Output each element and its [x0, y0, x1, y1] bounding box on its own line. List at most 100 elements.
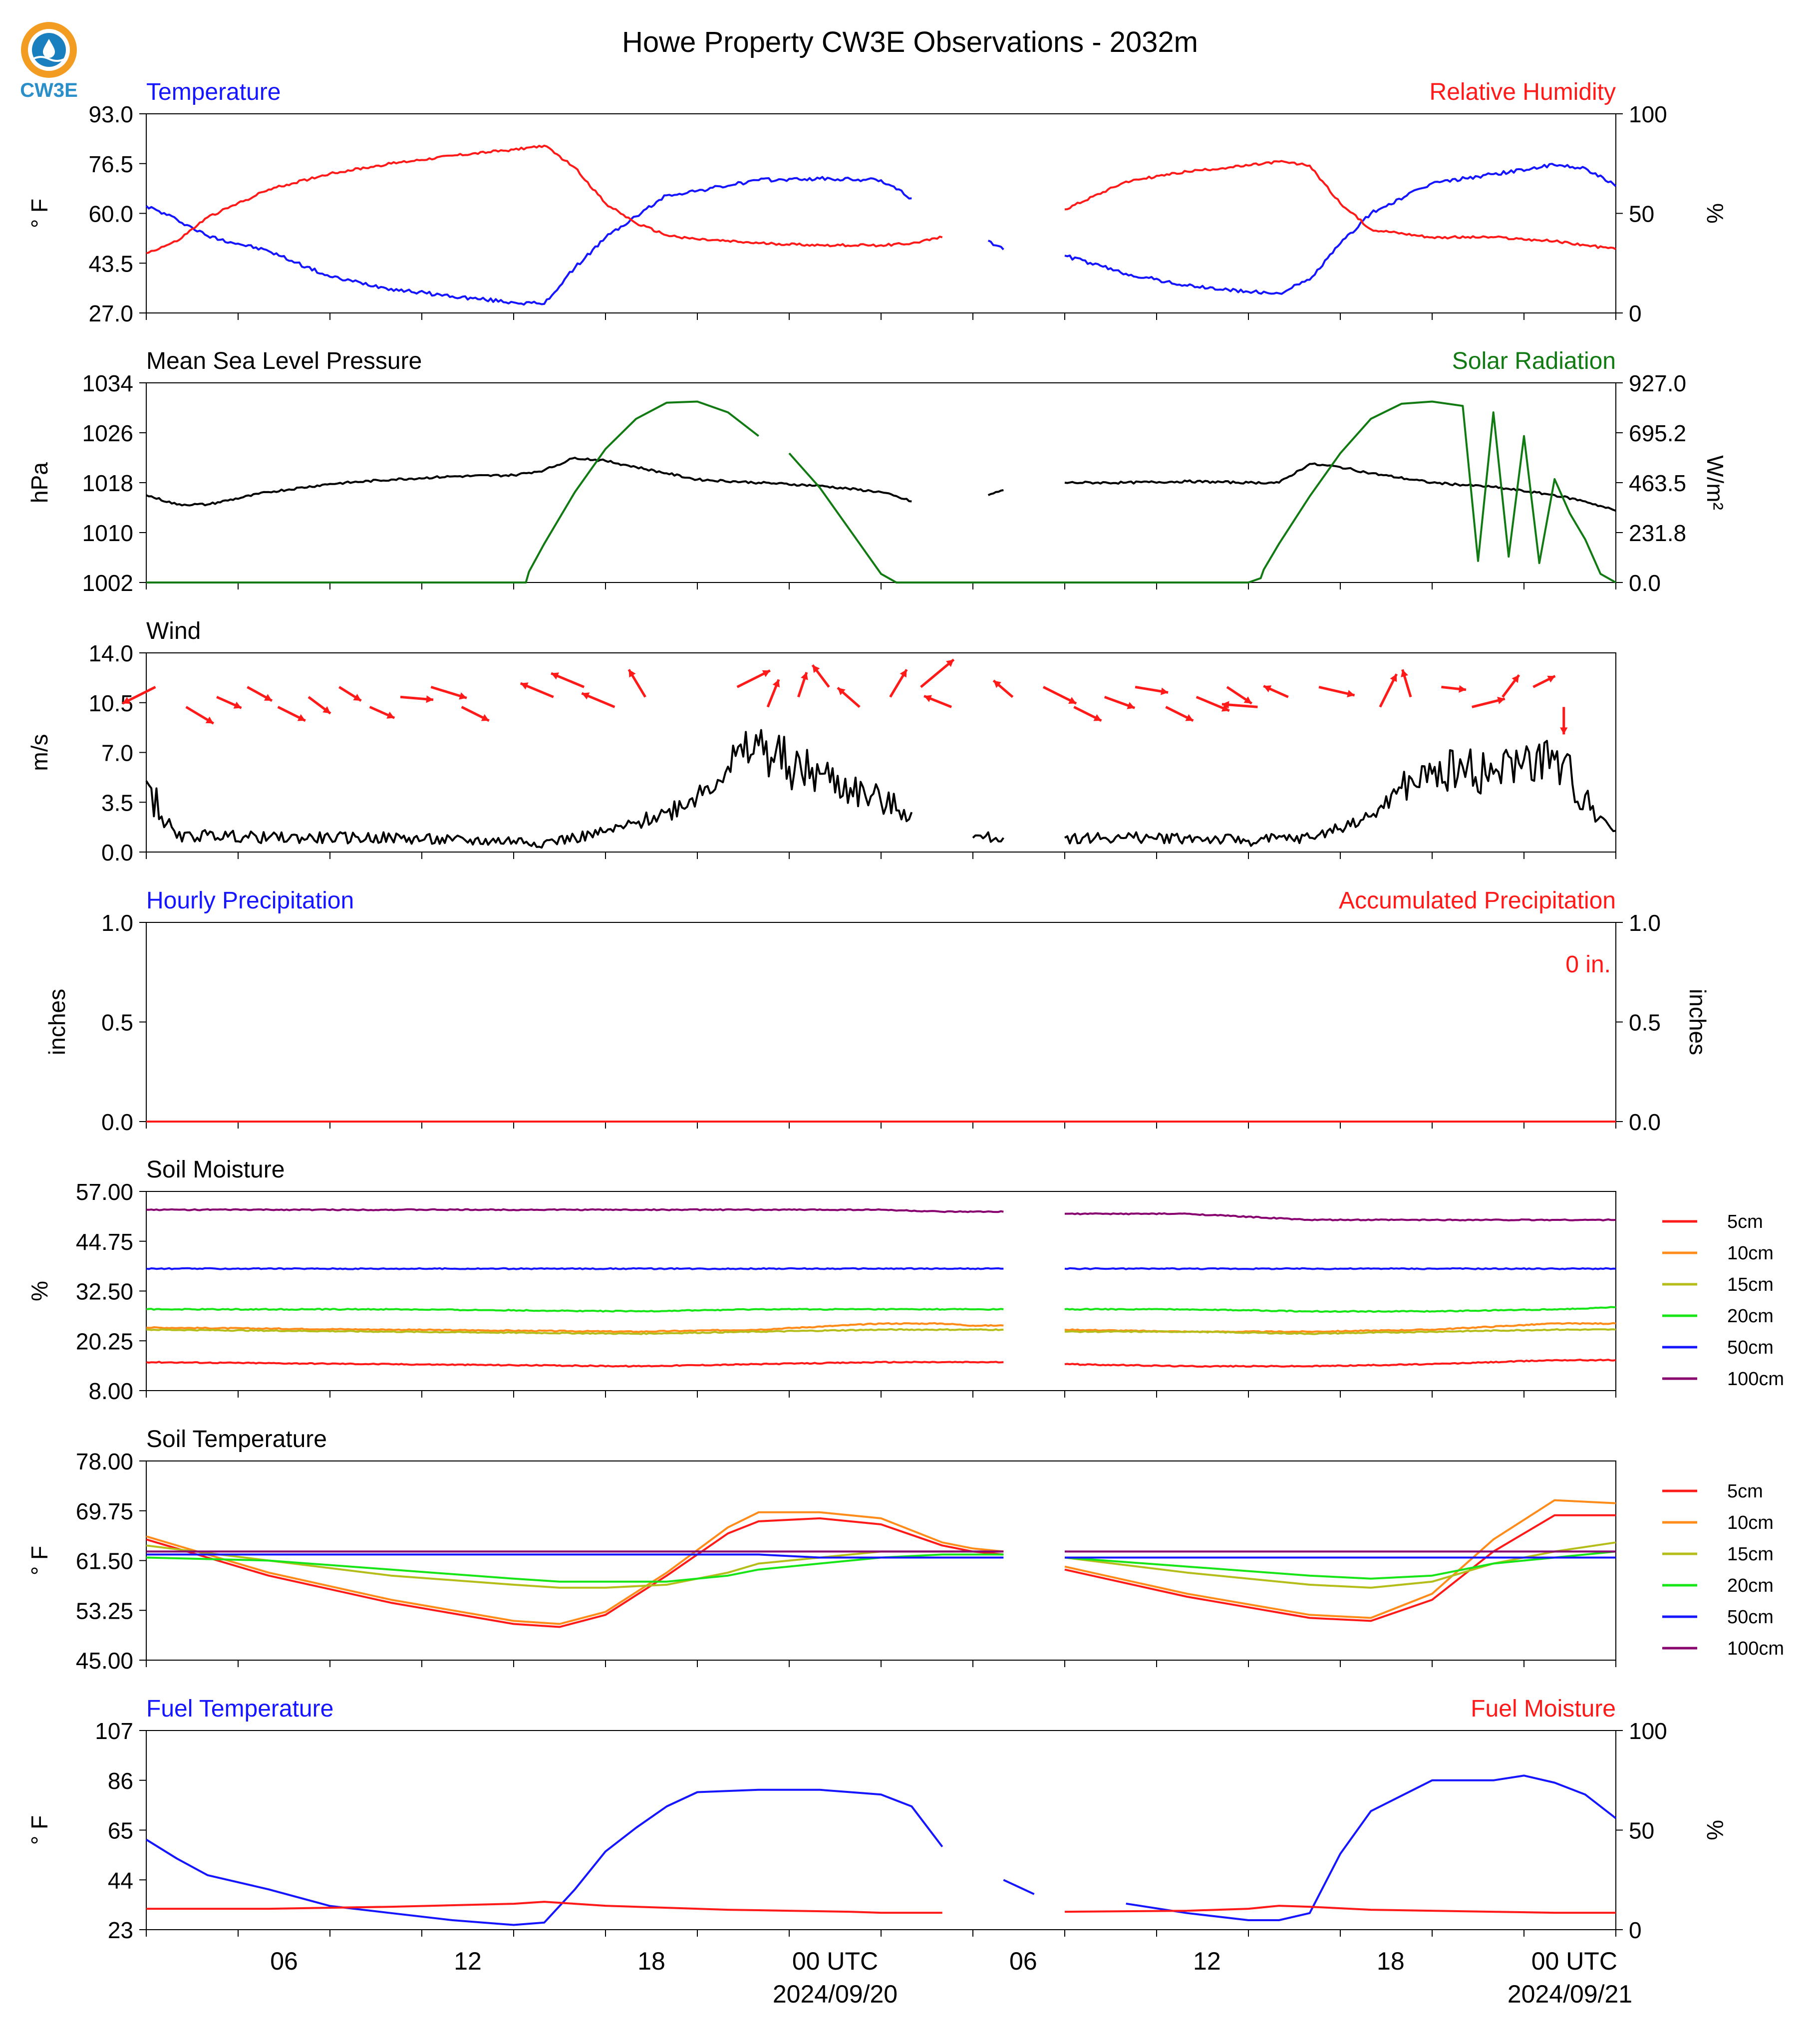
y-tick-label: 32.50	[76, 1279, 133, 1305]
x-tick-label: 12	[454, 1947, 482, 1975]
panel-soil-temp: Soil Temperature 45.00 53.25 61.50 69.75 78.0…	[26, 1426, 1784, 1674]
y-tick-label: 60.0	[88, 201, 133, 227]
y-tick-label-right: 0.0	[1629, 570, 1661, 596]
series-line-temperature	[145, 163, 1617, 306]
y-tick-label-right: 695.2	[1629, 420, 1686, 446]
y-tick-label: 23	[108, 1917, 133, 1943]
y-tick-label: 57.00	[76, 1179, 133, 1205]
y-tick-label-right: 0.5	[1629, 1010, 1661, 1036]
y-axis-label: inches	[44, 989, 70, 1055]
wind-arrow-head	[812, 665, 820, 673]
y-tick-label: 61.50	[76, 1548, 133, 1574]
y-tick-label-right: 231.8	[1629, 520, 1686, 546]
y-tick-label: 53.25	[76, 1598, 133, 1624]
y-tick-label: 76.5	[88, 151, 133, 177]
wind-arrow-head	[1390, 674, 1397, 682]
panel-title-left: Mean Sea Level Pressure	[146, 348, 422, 374]
series-line-20cm	[146, 1306, 1616, 1313]
y-tick-label: 1026	[82, 420, 133, 446]
y-tick-label: 27.0	[88, 300, 133, 326]
panel-pressure-solar: Mean Sea Level Pressure Solar Radiation 10…	[26, 348, 1728, 596]
y-axis-label: ° F	[26, 1546, 52, 1575]
wind-arrow-head	[924, 695, 932, 702]
y-tick-label: 0.0	[101, 1109, 133, 1135]
y-tick-label-right: 50	[1629, 201, 1654, 227]
wind-arrow-head	[520, 682, 529, 690]
legend-label: 15cm	[1727, 1544, 1774, 1565]
legend-label: 10cm	[1727, 1243, 1774, 1264]
y-axis-label-right: %	[1702, 203, 1728, 224]
wind-arrow-head	[1221, 704, 1229, 712]
panel-fuel: Fuel Temperature Fuel Moisture 23 44 65 86 107…	[26, 1696, 1728, 1943]
y-tick-label-right: 927.0	[1629, 370, 1686, 396]
y-tick-label: 14.0	[88, 640, 133, 666]
panel-title-right: Relative Humidity	[1430, 79, 1616, 105]
wind-arrow-head	[993, 680, 1001, 688]
x-date-label: 2024/09/20	[773, 1980, 898, 2008]
wind-arrow-head	[762, 670, 770, 677]
legend-label: 50cm	[1727, 1607, 1774, 1628]
y-tick-label-right: 463.5	[1629, 470, 1686, 496]
y-tick-label-right: 0.0	[1629, 1109, 1661, 1135]
y-tick-label: 86	[108, 1768, 133, 1794]
y-axis-label-right: %	[1702, 1820, 1728, 1840]
wind-arrow-head	[1347, 690, 1355, 698]
panel-title-left: Hourly Precipitation	[146, 887, 354, 914]
wind-arrow-head	[1243, 696, 1252, 704]
y-tick-label: 44.75	[76, 1229, 133, 1255]
y-axis-label: m/s	[26, 734, 52, 771]
panel-precip: Hourly Precipitation Accumulated Precipit…	[44, 887, 1711, 1135]
x-tick-label: 00 UTC	[1531, 1947, 1617, 1975]
panel-title-right: Accumulated Precipitation	[1339, 887, 1616, 914]
wind-arrow-head	[838, 687, 846, 695]
y-tick-label-right: 50	[1629, 1818, 1654, 1844]
panel-title-right: Fuel Moisture	[1471, 1696, 1616, 1722]
legend-label: 20cm	[1727, 1575, 1774, 1596]
y-axis-label: %	[26, 1281, 52, 1301]
wind-arrow-head	[1459, 685, 1466, 693]
series-line-50cm	[146, 1267, 1616, 1270]
y-tick-label: 93.0	[88, 101, 133, 127]
y-tick-label: 65	[108, 1818, 133, 1844]
wind-arrow-head	[1221, 701, 1229, 709]
y-tick-label: 8.00	[88, 1378, 133, 1404]
wind-arrow-head	[426, 695, 434, 703]
wind-arrow-head	[1185, 714, 1194, 721]
series-line-5cm	[146, 1359, 1616, 1368]
series-line-wind-speed	[145, 729, 1616, 849]
wind-arrow-head	[582, 692, 590, 700]
cw3e-logo: CW3E	[20, 22, 78, 101]
y-tick-label: 1034	[82, 370, 133, 396]
series-line-15cm	[146, 1328, 1616, 1335]
series-line-solar-radiation	[146, 400, 1616, 583]
wind-arrow-head	[1068, 697, 1077, 704]
wind-arrow-head	[386, 711, 395, 719]
wind-arrow	[920, 658, 955, 688]
wind-arrow-head	[1560, 727, 1568, 735]
y-tick-label: 44	[108, 1867, 133, 1893]
y-tick-label: 107	[95, 1718, 133, 1744]
y-tick-label: 1010	[82, 520, 133, 546]
legend-label: 20cm	[1727, 1306, 1774, 1327]
y-tick-label: 1.0	[101, 910, 133, 936]
y-tick-label: 43.5	[88, 251, 133, 277]
y-axis-label: ° F	[26, 1815, 52, 1845]
wind-arrow-head	[801, 672, 808, 680]
legend-soil-temp: 5cm 10cm 15cm 20cm 50cm 100cm	[1662, 1481, 1784, 1659]
panel-title-left: Temperature	[146, 79, 281, 105]
panel-title-left: Fuel Temperature	[146, 1696, 333, 1722]
y-tick-label-right: 100	[1629, 1718, 1667, 1744]
legend-label: 15cm	[1727, 1274, 1774, 1295]
series-line-relative-humidity	[146, 144, 1616, 255]
wind-arrow-head	[322, 706, 331, 714]
x-tick-label: 06	[270, 1947, 298, 1975]
wind-arrow-head	[205, 716, 214, 724]
wind-arrow-head	[900, 669, 907, 678]
wind-arrow-head	[297, 714, 305, 721]
panel-title-right: Solar Radiation	[1452, 348, 1616, 374]
legend-label: 100cm	[1727, 1638, 1784, 1659]
y-tick-label: 45.00	[76, 1648, 133, 1674]
y-tick-label-right: 0	[1629, 1917, 1642, 1943]
series-line-10cm	[146, 1499, 1616, 1625]
